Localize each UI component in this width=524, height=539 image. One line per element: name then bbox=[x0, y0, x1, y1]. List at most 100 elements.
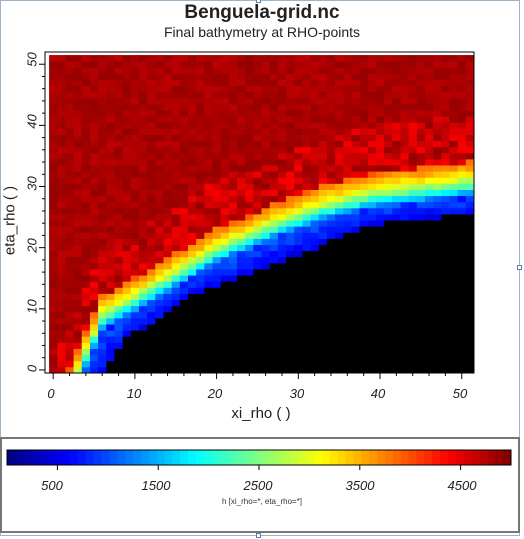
heatmap-cell bbox=[188, 177, 197, 184]
heatmap-cell bbox=[367, 220, 377, 227]
heatmap-cell bbox=[138, 55, 148, 62]
heatmap-cell bbox=[220, 226, 230, 233]
heatmap-cell bbox=[228, 287, 238, 294]
heatmap-cell bbox=[65, 79, 74, 87]
heatmap-cell bbox=[106, 85, 115, 93]
heatmap-cell bbox=[147, 79, 156, 87]
heatmap-cell bbox=[65, 275, 74, 282]
heatmap-cell bbox=[384, 128, 393, 135]
heatmap-cell bbox=[416, 73, 426, 80]
heatmap-cell bbox=[433, 159, 442, 166]
heatmap-cell bbox=[155, 324, 164, 331]
heatmap-cell bbox=[163, 281, 173, 288]
heatmap-cell bbox=[204, 305, 213, 313]
heatmap-cell bbox=[465, 103, 475, 111]
heatmap-cell bbox=[465, 336, 475, 343]
heatmap-cell bbox=[171, 189, 181, 197]
heatmap-cell bbox=[155, 250, 164, 258]
heatmap-cell bbox=[261, 269, 271, 276]
heatmap-cell bbox=[433, 238, 442, 245]
heatmap-cell bbox=[81, 238, 91, 245]
heatmap-cell bbox=[326, 336, 336, 343]
heatmap-cell bbox=[277, 207, 287, 215]
heatmap-cell bbox=[269, 67, 279, 74]
heatmap-cell bbox=[171, 103, 181, 111]
heatmap-cell bbox=[408, 238, 418, 245]
heatmap-cell bbox=[465, 177, 475, 184]
heatmap-cell bbox=[171, 336, 181, 343]
heatmap-cell bbox=[408, 134, 418, 142]
heatmap-cell bbox=[441, 256, 450, 264]
heatmap-cell bbox=[163, 232, 173, 239]
heatmap-cell bbox=[424, 85, 434, 93]
heatmap-cell bbox=[318, 214, 328, 221]
heatmap-cell bbox=[433, 97, 442, 105]
colorbar-swatch bbox=[282, 450, 292, 465]
x-tick-label: 50 bbox=[452, 386, 468, 401]
heatmap-cell bbox=[155, 207, 164, 215]
heatmap-cell bbox=[228, 293, 238, 301]
heatmap-cell bbox=[163, 354, 173, 362]
heatmap-cell bbox=[384, 67, 393, 74]
heatmap-cell bbox=[253, 299, 262, 307]
resize-handle-bottom[interactable] bbox=[256, 533, 261, 538]
heatmap-cell bbox=[384, 244, 393, 252]
colorbar-tick-label: 2500 bbox=[243, 478, 273, 493]
heatmap-cell bbox=[147, 293, 156, 301]
heatmap-cell bbox=[343, 55, 352, 62]
heatmap-cell bbox=[122, 201, 132, 209]
heatmap-cell bbox=[359, 214, 369, 221]
heatmap-cell bbox=[392, 262, 401, 270]
heatmap-cell bbox=[261, 97, 271, 105]
heatmap-cell bbox=[286, 140, 295, 148]
heatmap-cell bbox=[326, 134, 336, 142]
heatmap-cell bbox=[179, 262, 189, 270]
heatmap-cell bbox=[359, 201, 369, 209]
heatmap-cell bbox=[318, 238, 328, 245]
heatmap-cell bbox=[65, 342, 74, 349]
heatmap-cell bbox=[367, 305, 377, 313]
heatmap-cell bbox=[253, 244, 262, 252]
heatmap-cell bbox=[408, 244, 418, 252]
heatmap-cell bbox=[163, 287, 173, 294]
heatmap-cell bbox=[392, 140, 401, 148]
heatmap-cell bbox=[212, 79, 222, 87]
heatmap-cell bbox=[65, 55, 74, 62]
heatmap-cell bbox=[310, 226, 320, 233]
heatmap-cell bbox=[359, 366, 369, 374]
heatmap-cell bbox=[424, 171, 434, 178]
heatmap-cell bbox=[122, 317, 132, 325]
heatmap-cell bbox=[204, 128, 213, 135]
heatmap-cell bbox=[196, 91, 205, 99]
colorbar-swatch bbox=[314, 450, 323, 465]
heatmap-cell bbox=[441, 91, 450, 99]
heatmap-cell bbox=[98, 360, 107, 368]
heatmap-cell bbox=[351, 61, 360, 68]
heatmap-cell bbox=[179, 299, 189, 307]
heatmap-cell bbox=[204, 336, 213, 343]
heatmap-cell bbox=[416, 269, 426, 276]
resize-handle-top[interactable] bbox=[256, 0, 261, 3]
heatmap-cell bbox=[416, 336, 426, 343]
heatmap-cell bbox=[449, 73, 459, 80]
heatmap-cell bbox=[106, 281, 115, 288]
heatmap-cell bbox=[171, 348, 181, 356]
heatmap-cell bbox=[89, 354, 99, 362]
heatmap-cell bbox=[163, 134, 173, 142]
heatmap-cell bbox=[351, 177, 360, 184]
heatmap-cell bbox=[114, 348, 124, 356]
heatmap-cell bbox=[424, 207, 434, 215]
heatmap-cell bbox=[245, 220, 254, 227]
heatmap-cell bbox=[253, 287, 262, 294]
heatmap-cell bbox=[114, 250, 124, 258]
heatmap-cell bbox=[449, 128, 459, 135]
heatmap-cell bbox=[204, 354, 213, 362]
heatmap-cell bbox=[81, 226, 91, 233]
heatmap-cell bbox=[416, 287, 426, 294]
resize-handle-right[interactable] bbox=[517, 265, 522, 270]
heatmap-cell bbox=[465, 91, 475, 99]
heatmap-cell bbox=[375, 134, 385, 142]
heatmap-cell bbox=[245, 360, 254, 368]
heatmap-cell bbox=[220, 305, 230, 313]
heatmap-cell bbox=[220, 110, 230, 117]
